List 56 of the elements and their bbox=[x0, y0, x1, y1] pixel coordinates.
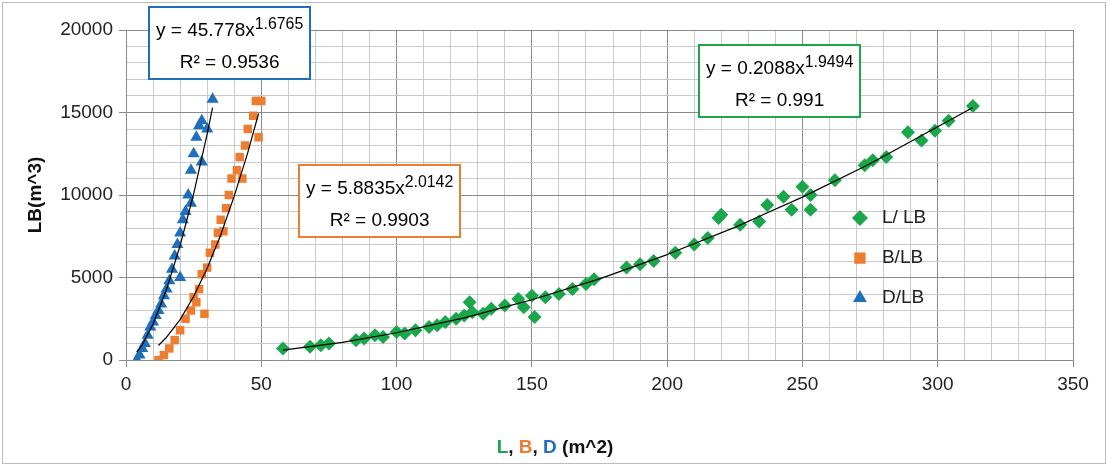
point bbox=[965, 98, 980, 113]
point bbox=[186, 306, 196, 315]
point bbox=[914, 133, 929, 148]
x-tick-label: 50 bbox=[250, 372, 272, 394]
x-tick-label: 100 bbox=[380, 372, 413, 394]
annotation: R² = 0.991 bbox=[733, 88, 826, 113]
legend-label: B/LB bbox=[881, 246, 924, 268]
point bbox=[900, 125, 915, 140]
annotation: R² = 0.9903 bbox=[328, 208, 431, 233]
y-tick-label: 10000 bbox=[60, 183, 113, 205]
point bbox=[516, 300, 531, 315]
point bbox=[776, 189, 791, 204]
point bbox=[462, 295, 477, 310]
point bbox=[165, 344, 174, 353]
y-tick-label: 20000 bbox=[60, 18, 113, 40]
point bbox=[784, 202, 799, 217]
annotation: R² = 0.9536 bbox=[178, 50, 281, 75]
legend-label: L/ LB bbox=[881, 206, 927, 228]
point bbox=[240, 141, 250, 150]
point bbox=[170, 335, 179, 345]
point bbox=[190, 130, 203, 141]
point bbox=[181, 314, 190, 323]
legend-label: D/LB bbox=[881, 286, 925, 308]
point bbox=[254, 133, 263, 142]
point bbox=[227, 174, 236, 183]
point bbox=[257, 96, 266, 106]
point bbox=[200, 309, 209, 319]
point bbox=[803, 202, 818, 217]
point bbox=[795, 179, 810, 194]
point bbox=[216, 215, 225, 224]
x-tick-label: 200 bbox=[651, 372, 683, 394]
x-tick-label: 350 bbox=[1057, 372, 1089, 394]
point bbox=[760, 197, 775, 212]
y-tick-label: 0 bbox=[102, 348, 113, 370]
point bbox=[192, 298, 201, 307]
y-tick-label: 15000 bbox=[60, 100, 113, 122]
point bbox=[195, 113, 208, 125]
point bbox=[175, 326, 185, 335]
point bbox=[235, 152, 244, 162]
point bbox=[527, 310, 542, 325]
annotation: y = 0.2088x$^{1.9494}$ bbox=[706, 52, 854, 81]
x-tick-label: 300 bbox=[921, 372, 954, 394]
point bbox=[714, 207, 729, 222]
point bbox=[184, 163, 197, 174]
annotation: y = 5.8835x$^{2.0142}$ bbox=[306, 172, 454, 201]
point bbox=[174, 270, 187, 281]
y-tick-label: 5000 bbox=[70, 265, 113, 287]
point bbox=[275, 341, 290, 356]
point bbox=[206, 92, 219, 103]
x-tick-label: 150 bbox=[516, 372, 548, 394]
annotation: y = 45.778x$^{1.6765}$ bbox=[156, 14, 304, 43]
point bbox=[187, 146, 200, 158]
x-tick-label: 0 bbox=[120, 372, 132, 394]
x-tick-label: 250 bbox=[786, 372, 819, 394]
y-axis-title: LB(m^3) bbox=[23, 156, 45, 234]
x-axis-title: L, B, D (m^2) bbox=[496, 436, 614, 457]
